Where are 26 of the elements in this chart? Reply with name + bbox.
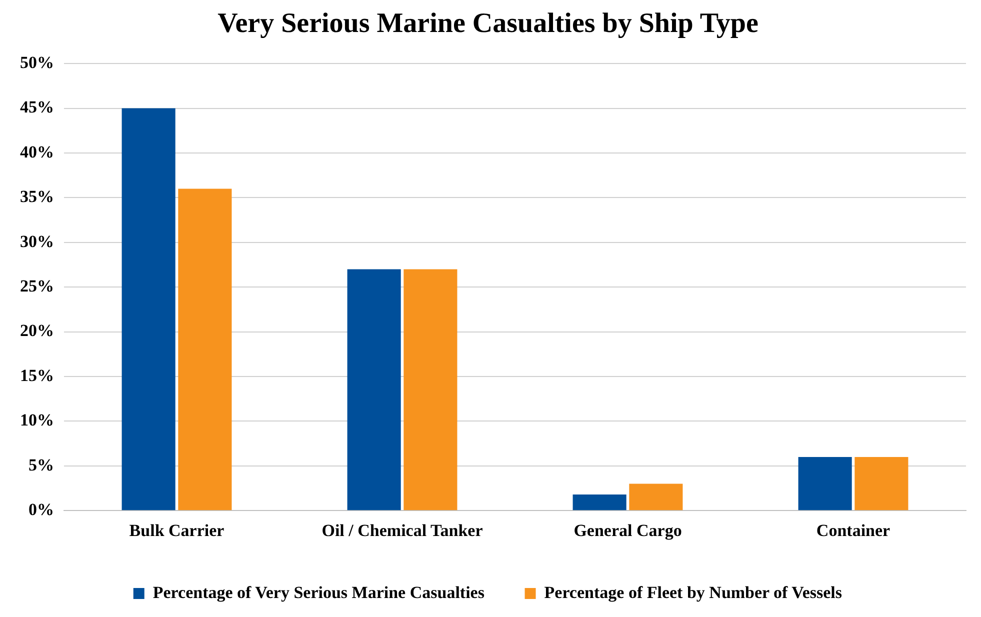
- x-tick-label: Container: [816, 521, 891, 540]
- x-tick-label: Bulk Carrier: [129, 521, 225, 540]
- legend-label: Percentage of Very Serious Marine Casualties: [152, 582, 485, 602]
- y-tick-label: 20%: [20, 321, 54, 340]
- bar: [572, 494, 626, 510]
- y-tick-label: 30%: [20, 232, 54, 251]
- y-tick-label: 25%: [20, 276, 54, 296]
- y-tick-label: 10%: [20, 410, 54, 430]
- bar: [122, 108, 176, 510]
- legend-label: Percentage of Fleet by Number of Vessels: [544, 582, 842, 602]
- bar: [798, 456, 852, 510]
- y-tick-label: 50%: [20, 52, 54, 72]
- y-tick-label: 45%: [20, 98, 54, 117]
- chart-title: Very Serious Marine Casualties by Ship Type: [218, 8, 758, 40]
- x-tick-label: Oil / Chemical Tanker: [322, 521, 484, 540]
- y-tick-label: 0%: [28, 500, 54, 519]
- bar: [347, 269, 401, 510]
- y-tick-label: 15%: [20, 366, 54, 385]
- bar: [629, 484, 683, 510]
- bar: [178, 188, 232, 510]
- bar: [854, 456, 908, 510]
- y-tick-label: 5%: [28, 455, 54, 474]
- bar: [404, 269, 458, 510]
- y-tick-label: 40%: [20, 142, 54, 162]
- y-tick-label: 35%: [20, 187, 54, 206]
- x-tick-label: General Cargo: [574, 521, 682, 540]
